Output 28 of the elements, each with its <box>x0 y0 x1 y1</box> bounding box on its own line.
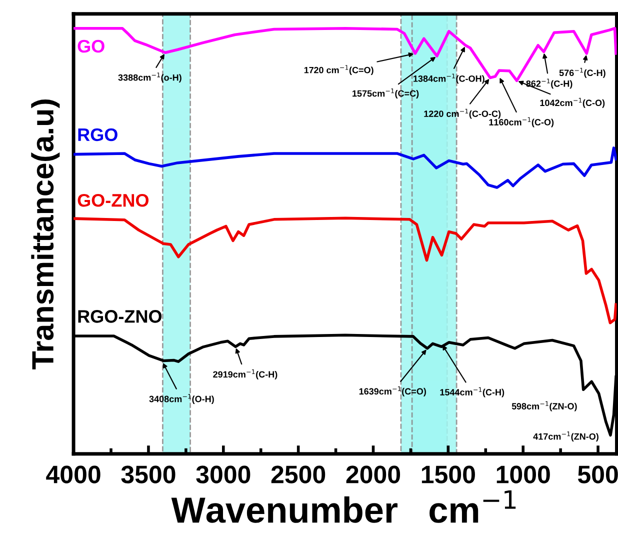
annotation: 3408cm$^{−1}$(O-H) <box>149 394 214 404</box>
annotation: 1575cm$^{−1}$(C=C) <box>352 88 419 98</box>
annotation: 1544cm$^{−1}$(C-H) <box>440 387 504 398</box>
x-tick-label: 1500 <box>422 466 475 484</box>
annotation: 862$^{−1}$(C-H) <box>526 78 572 89</box>
x-tick-label: 1000 <box>496 466 550 484</box>
annotation: 2919cm$^{−1}$(C-H) <box>213 369 278 380</box>
annotation: 3388cm$^{−1}$(o-H) <box>118 72 182 83</box>
annotation: 417cm$^{−1}$(ZN-O) <box>533 432 598 442</box>
annotation: 1720 cm$^{−1}$(C=O) <box>304 65 374 76</box>
x-tick-label: 3000 <box>196 466 250 484</box>
annotation: 1384cm$^{−1}$(C-OH) <box>414 74 484 84</box>
x-tick-label: 2000 <box>346 466 400 484</box>
x-axis-title: Wavenumber cm$^{−1}$ <box>171 490 516 523</box>
y-axis-title: Transmittance(a.u) <box>31 100 60 370</box>
annotation: 1220 cm$^{−1}$(C-O-C) <box>424 108 501 119</box>
x-tick-label: 4000 <box>46 466 100 484</box>
annotation: 1042cm$^{−1}$(C-O) <box>540 98 605 108</box>
annotation: 576$^{−1}$(C-H) <box>559 68 606 78</box>
series-label: GO-ZNO <box>78 194 149 207</box>
annotation: 1639cm$^{−1}$(C=O) <box>359 386 426 396</box>
series-label: RGO <box>78 128 118 142</box>
series-label: RGO-ZNO <box>78 310 162 323</box>
x-tick-label: 3500 <box>121 466 176 484</box>
x-tick-label: 2500 <box>271 466 326 484</box>
x-tick-label: 500 <box>578 466 618 484</box>
annotation: 598cm$^{−1}$(ZN-O) <box>512 401 577 412</box>
series-label: GO <box>78 40 104 53</box>
